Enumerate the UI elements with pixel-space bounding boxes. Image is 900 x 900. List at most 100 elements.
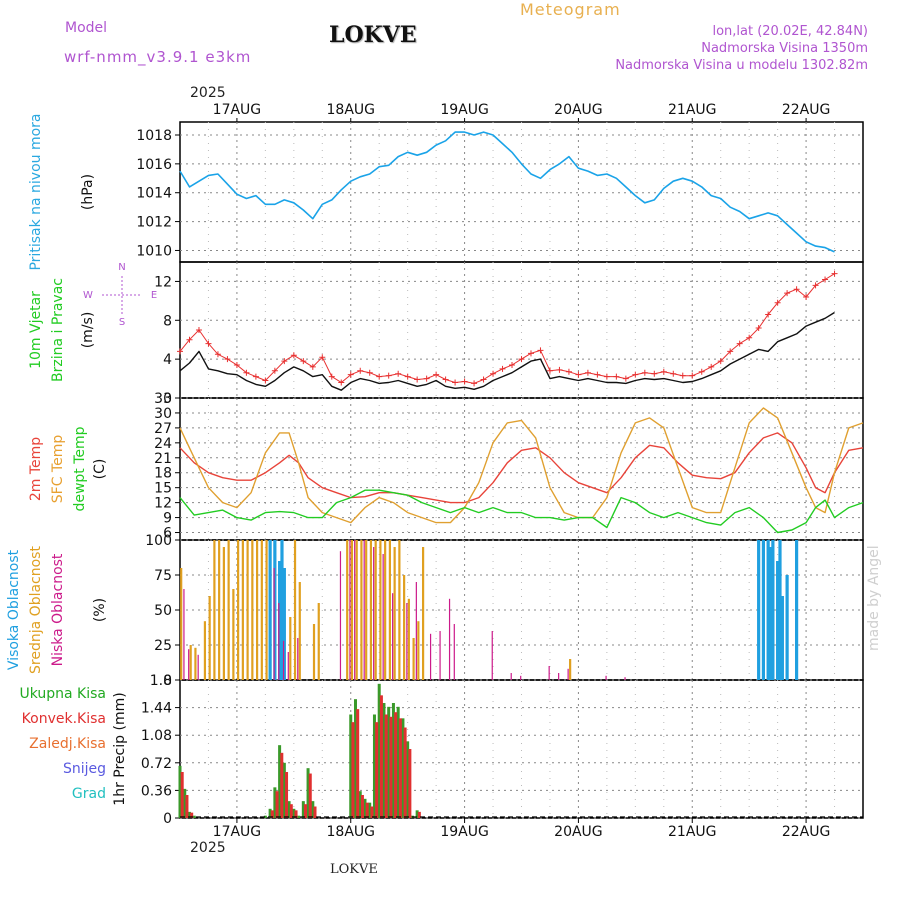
cloud-mid-bar xyxy=(213,540,216,680)
precip-total-bar xyxy=(268,808,272,818)
precip-total-bar xyxy=(377,683,381,818)
cloud-mid-bar xyxy=(421,547,425,680)
y-tick-label-temperature: 9 xyxy=(163,511,172,527)
cloud-mid-bar xyxy=(355,540,358,680)
wind-gust-marker xyxy=(281,358,288,365)
precip-total-bar xyxy=(396,706,400,818)
y-tick-label-temperature: 33 xyxy=(154,391,172,407)
y-axis-label-clouds: Niska Oblacnost xyxy=(50,553,66,666)
wind-gust-marker xyxy=(205,340,212,347)
y-axis-label-wind: (m/s) xyxy=(80,312,96,349)
wind-gust-marker xyxy=(347,371,354,378)
wind-gust-marker xyxy=(660,368,667,375)
cloud-low-bar xyxy=(510,673,512,680)
precip-total-bar xyxy=(415,810,419,818)
y-tick-label-precip: 1.44 xyxy=(141,701,172,717)
precip-total-bar xyxy=(287,801,291,818)
compass-cross xyxy=(102,276,142,316)
wind-gust-marker xyxy=(527,350,534,357)
wind-gust-marker xyxy=(186,336,193,343)
cloud-high-bar xyxy=(268,540,272,680)
wind-gust-marker xyxy=(385,372,392,379)
cloud-mid-bar xyxy=(298,582,301,680)
x-day-label-top: 17AUG xyxy=(213,102,262,118)
precip-total-bar xyxy=(349,714,353,818)
legend-snow: Snijeg xyxy=(62,761,106,777)
cloud-low-bar xyxy=(520,675,522,680)
x-day-label-top: 19AUG xyxy=(440,102,489,118)
cloud-low-bar xyxy=(624,677,626,680)
cloud-mid-bar xyxy=(293,540,297,680)
precip-total-bar xyxy=(263,815,267,818)
cloud-low-bar xyxy=(448,598,451,680)
y-tick-label-wind: 4 xyxy=(163,352,172,368)
wind-gust-marker xyxy=(309,363,316,370)
wind-gust-marker xyxy=(717,358,724,365)
y-tick-label-temperature: 21 xyxy=(154,451,172,467)
wind-gust-marker xyxy=(461,378,468,385)
y-axis-label-pressure: Pritisak na nivou mora xyxy=(28,113,44,270)
wind-gust-marker xyxy=(433,371,440,378)
x-day-label-bottom: 18AUG xyxy=(327,824,376,840)
wind-gust-marker xyxy=(338,379,345,386)
precip-convective-bar xyxy=(379,695,383,818)
y-axis-label-temperature: (C) xyxy=(92,459,108,480)
cloud-mid-bar xyxy=(289,617,292,680)
precip-total-bar xyxy=(387,706,391,818)
temp-dewpoint-line xyxy=(179,489,864,534)
x-day-label-bottom: 22AUG xyxy=(782,824,831,840)
y-axis-label-precip: 1hr Precip (mm) xyxy=(112,692,128,805)
cloud-mid-bar xyxy=(180,568,183,680)
cloud-mid-bar xyxy=(384,540,387,680)
wind-gust-marker xyxy=(290,352,297,359)
precip-convective-bar xyxy=(308,773,312,818)
wind-gust-marker xyxy=(224,356,231,363)
precip-convective-bar xyxy=(360,795,364,818)
wind-gust-marker xyxy=(452,379,459,386)
precip-convective-bar xyxy=(408,749,412,818)
wind-gust-marker xyxy=(689,372,696,379)
credit-label: made by Angel xyxy=(866,545,882,651)
wind-gust-marker xyxy=(822,276,829,283)
wind-gust-marker xyxy=(755,325,762,332)
wind-gust-marker xyxy=(395,370,402,377)
cloud-mid-bar xyxy=(241,540,244,680)
precip-convective-bar xyxy=(285,772,289,818)
y-axis-label-wind: 10m Vjetar xyxy=(28,291,44,369)
cloud-high-bar xyxy=(761,540,765,680)
precip-convective-bar xyxy=(280,752,284,818)
precip-convective-bar xyxy=(185,795,189,818)
wind-gust-marker xyxy=(271,367,278,374)
cloud-low-bar xyxy=(297,638,299,680)
y-tick-label-precip: 0 xyxy=(163,811,172,827)
y-tick-label-pressure: 1018 xyxy=(136,128,172,144)
cloud-mid-bar xyxy=(369,540,373,680)
precip-total-bar xyxy=(292,808,296,818)
cloud-mid-bar xyxy=(265,540,268,680)
cloud-mid-bar xyxy=(379,540,382,680)
cloud-high-bar xyxy=(778,540,782,680)
wind-gust-marker xyxy=(233,361,240,368)
cloud-mid-bar xyxy=(346,540,349,680)
wind-gust-marker xyxy=(698,368,705,375)
precip-total-bar xyxy=(183,788,187,818)
cloud-mid-bar xyxy=(255,540,259,680)
y-tick-label-temperature: 27 xyxy=(154,421,172,437)
cloud-mid-bar xyxy=(246,540,249,680)
cloud-low-bar xyxy=(287,652,289,680)
y-tick-label-clouds: 50 xyxy=(154,603,172,619)
cloud-low-bar xyxy=(282,640,285,680)
cloud-mid-bar xyxy=(232,589,235,680)
legend-hail: Grad xyxy=(71,786,106,802)
y-tick-label-clouds: 0 xyxy=(163,673,172,689)
cloud-high-bar xyxy=(780,596,784,680)
precip-convective-bar xyxy=(304,804,308,818)
compass-north: N xyxy=(118,262,125,273)
y-axis-label-clouds: Srednja Oblacnost xyxy=(28,546,44,674)
wind-gust-marker xyxy=(594,371,601,378)
y-tick-label-pressure: 1014 xyxy=(136,186,172,202)
wind-gust-line xyxy=(179,273,835,384)
wind-gust-marker xyxy=(195,327,202,333)
y-tick-label-temperature: 15 xyxy=(154,481,172,497)
